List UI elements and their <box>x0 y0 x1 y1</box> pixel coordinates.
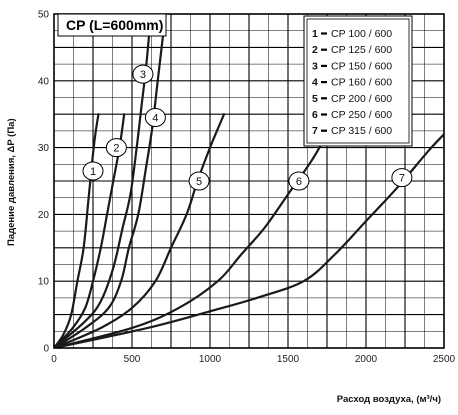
curve-label-circle-6 <box>288 171 310 191</box>
x-axis-ticks: 0 500 1000 1500 2000 2500 <box>51 354 455 365</box>
curve-label-6: 6 <box>296 176 302 188</box>
x-tick-label: 2000 <box>355 354 378 365</box>
legend-entry-7: CP 315 / 600 <box>331 125 392 137</box>
x-tick-label: 500 <box>124 354 141 365</box>
curve-label-circle-2 <box>105 138 127 158</box>
curve-4 <box>54 32 165 348</box>
legend-entry-5: CP 200 / 600 <box>331 93 392 105</box>
legend-entry-3: CP 150 / 600 <box>331 60 392 72</box>
legend-number-6: 6 <box>312 109 318 121</box>
legend-number-2: 2 <box>312 44 318 56</box>
curves <box>54 32 444 348</box>
curve-labels: 1 2 3 4 5 6 7 <box>82 64 413 191</box>
curve-3 <box>54 32 151 348</box>
curve-label-4: 4 <box>152 113 158 125</box>
curve-1 <box>54 113 100 348</box>
x-tick-label: 0 <box>51 354 57 365</box>
curve-label-circle-1 <box>82 161 104 181</box>
legend-number-7: 7 <box>312 125 318 137</box>
y-axis-label: Падение давления, ΔP (Па) <box>6 118 17 246</box>
curve-label-circle-3 <box>132 64 154 84</box>
curve-label-circle-4 <box>144 108 166 128</box>
legend-entry-2: CP 125 / 600 <box>331 44 392 56</box>
chart-title: CP (L=600mm) <box>66 17 163 33</box>
curve-label-circle-7 <box>391 168 413 188</box>
x-tick-label: 2500 <box>433 354 456 365</box>
legend-number-4: 4 <box>312 77 318 89</box>
legend-inner-box <box>306 18 410 144</box>
y-axis-ticks: 0 10 20 30 40 50 <box>38 10 50 355</box>
legend-entry-1: CP 100 / 600 <box>331 28 392 40</box>
legend-number-3: 3 <box>312 60 318 72</box>
y-tick-label: 30 <box>38 143 50 154</box>
curve-label-3: 3 <box>140 69 146 81</box>
plot-frame <box>53 13 445 349</box>
y-tick-label: 20 <box>38 210 50 221</box>
y-tick-label: 0 <box>43 344 49 355</box>
x-tick-label: 1500 <box>277 354 300 365</box>
x-tick-label: 1000 <box>199 354 222 365</box>
curve-label-circle-5 <box>188 171 210 191</box>
curve-label-5: 5 <box>196 176 202 188</box>
y-tick-label: 50 <box>38 10 50 21</box>
title-box <box>57 13 167 37</box>
legend-entry-4: CP 160 / 600 <box>331 77 392 89</box>
y-tick-label: 40 <box>38 76 50 87</box>
curve-label-1: 1 <box>90 166 96 178</box>
curve-6 <box>54 133 329 348</box>
curve-2 <box>54 113 126 348</box>
curve-7 <box>54 133 444 348</box>
x-axis-label: Расход воздуха, (м³/ч) <box>337 394 441 405</box>
curve-5 <box>54 113 226 348</box>
curve-label-2: 2 <box>113 143 119 155</box>
legend-number-5: 5 <box>312 93 318 105</box>
legend-number-1: 1 <box>312 28 318 40</box>
curve-label-7: 7 <box>399 173 405 185</box>
legend-entry-6: CP 250 / 600 <box>331 109 392 121</box>
y-tick-label: 10 <box>38 277 50 288</box>
legend: 1 CP 100 / 600 2 CP 125 / 600 3 CP 150 / 600 4… <box>303 15 413 147</box>
